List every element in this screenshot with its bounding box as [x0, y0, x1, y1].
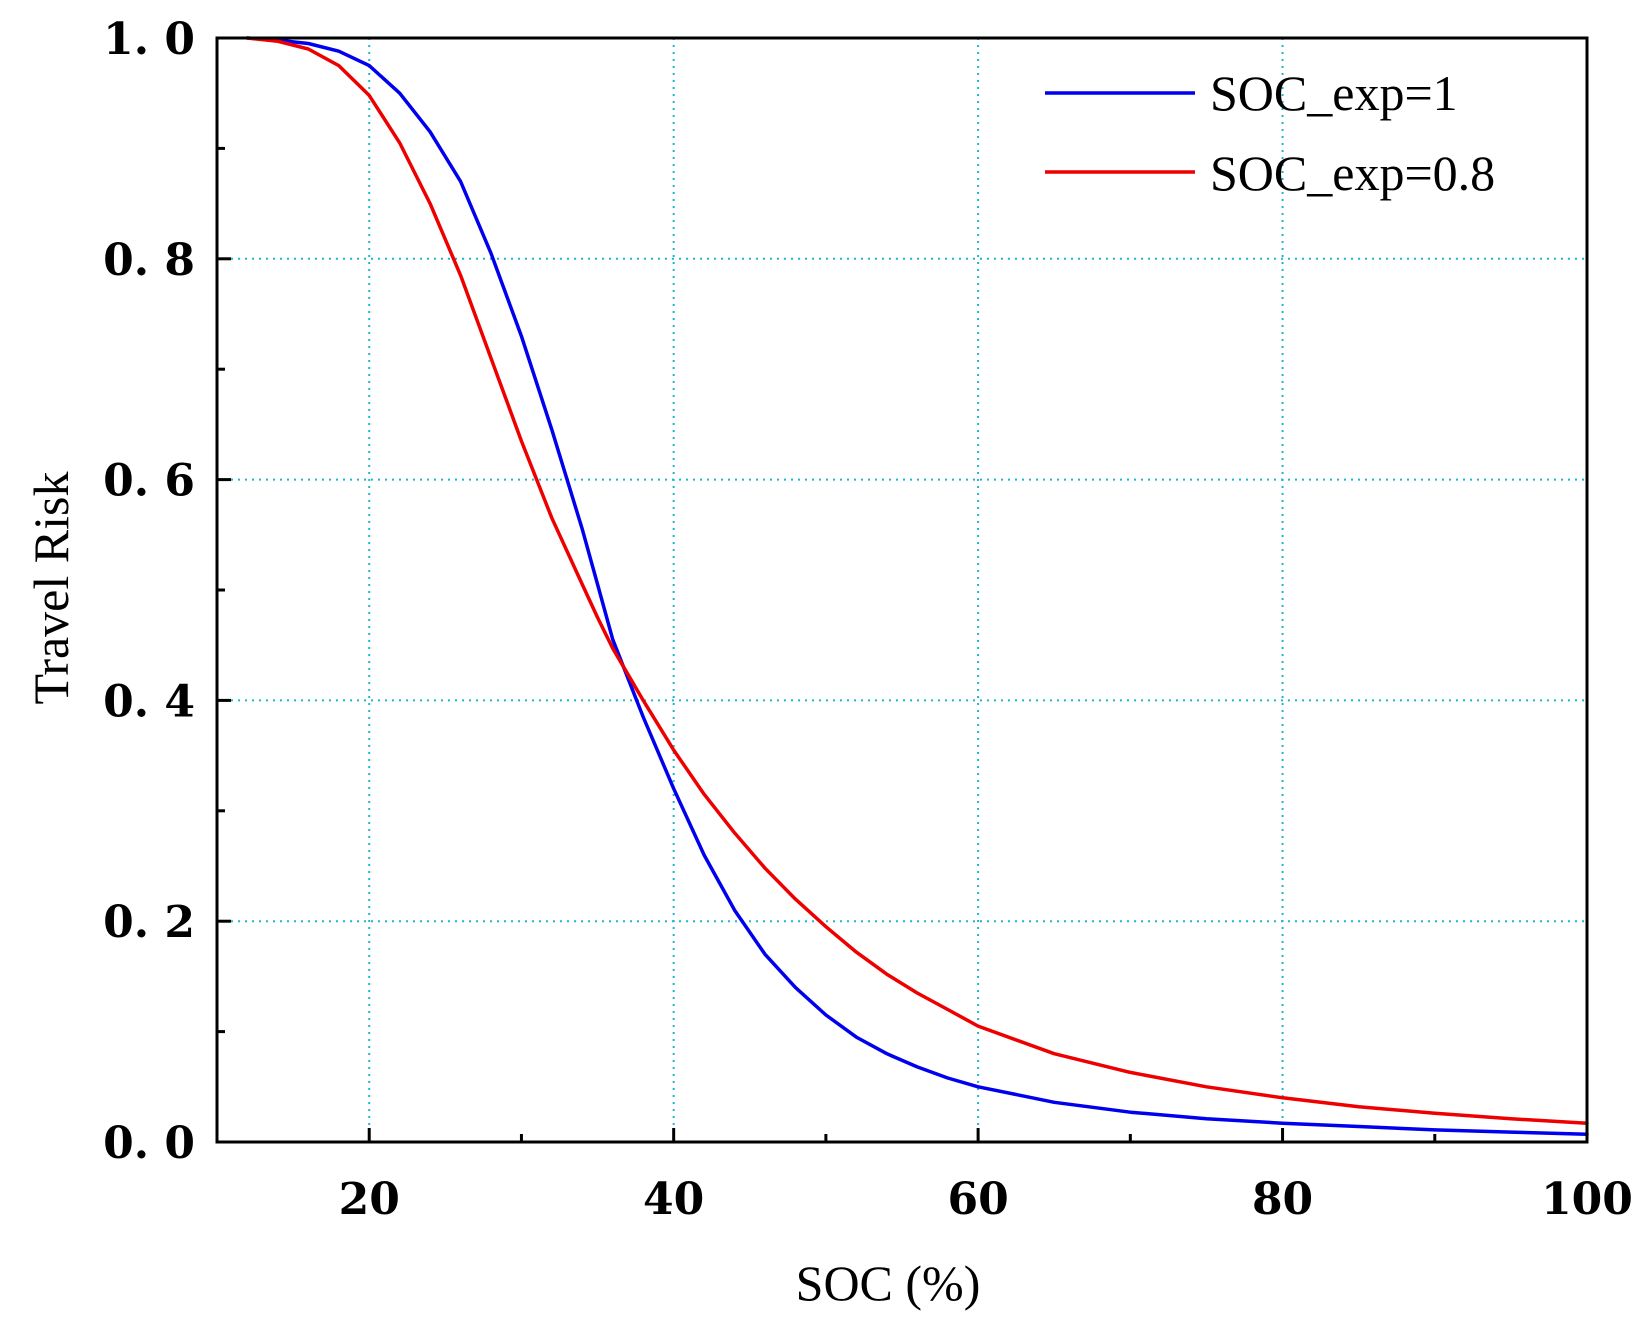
series-lines [245, 36, 1589, 1137]
grid [217, 38, 1587, 1142]
legend-label-soc-exp-0-8: SOC_exp=0.8 [1210, 145, 1495, 201]
axes [215, 36, 1589, 1144]
y-tick-label-0-6: 0. 6 [103, 456, 195, 507]
y-tick-label-0: 0. 0 [103, 1118, 195, 1169]
y-tick-label-0-4: 0. 4 [103, 676, 195, 727]
x-tick-label-80: 80 [1252, 1174, 1313, 1225]
y-tick-label-1: 1. 0 [103, 14, 195, 65]
x-axis-title: SOC (%) [796, 1255, 981, 1311]
y-axis-title: Travel Risk [23, 472, 79, 705]
x-tick-label-40: 40 [643, 1174, 704, 1225]
y-tick-label-0-2: 0. 2 [103, 897, 195, 948]
series-line-0 [245, 36, 1589, 1137]
y-tick-label-0-8: 0. 8 [103, 235, 195, 286]
x-tick-label-20: 20 [339, 1174, 400, 1225]
plot-frame [215, 36, 1589, 1144]
series-line-1 [245, 36, 1589, 1125]
x-tick-label-60: 60 [947, 1174, 1008, 1225]
legend-label-soc-exp-1: SOC_exp=1 [1210, 65, 1458, 121]
x-tick-label-100: 100 [1541, 1174, 1633, 1225]
legend: SOC_exp=1 SOC_exp=0.8 [1045, 65, 1495, 201]
tick-labels: 20 40 60 80 100 0. 0 0. 2 0. 4 0. 6 0. 8 1. 0 [103, 14, 1633, 1225]
